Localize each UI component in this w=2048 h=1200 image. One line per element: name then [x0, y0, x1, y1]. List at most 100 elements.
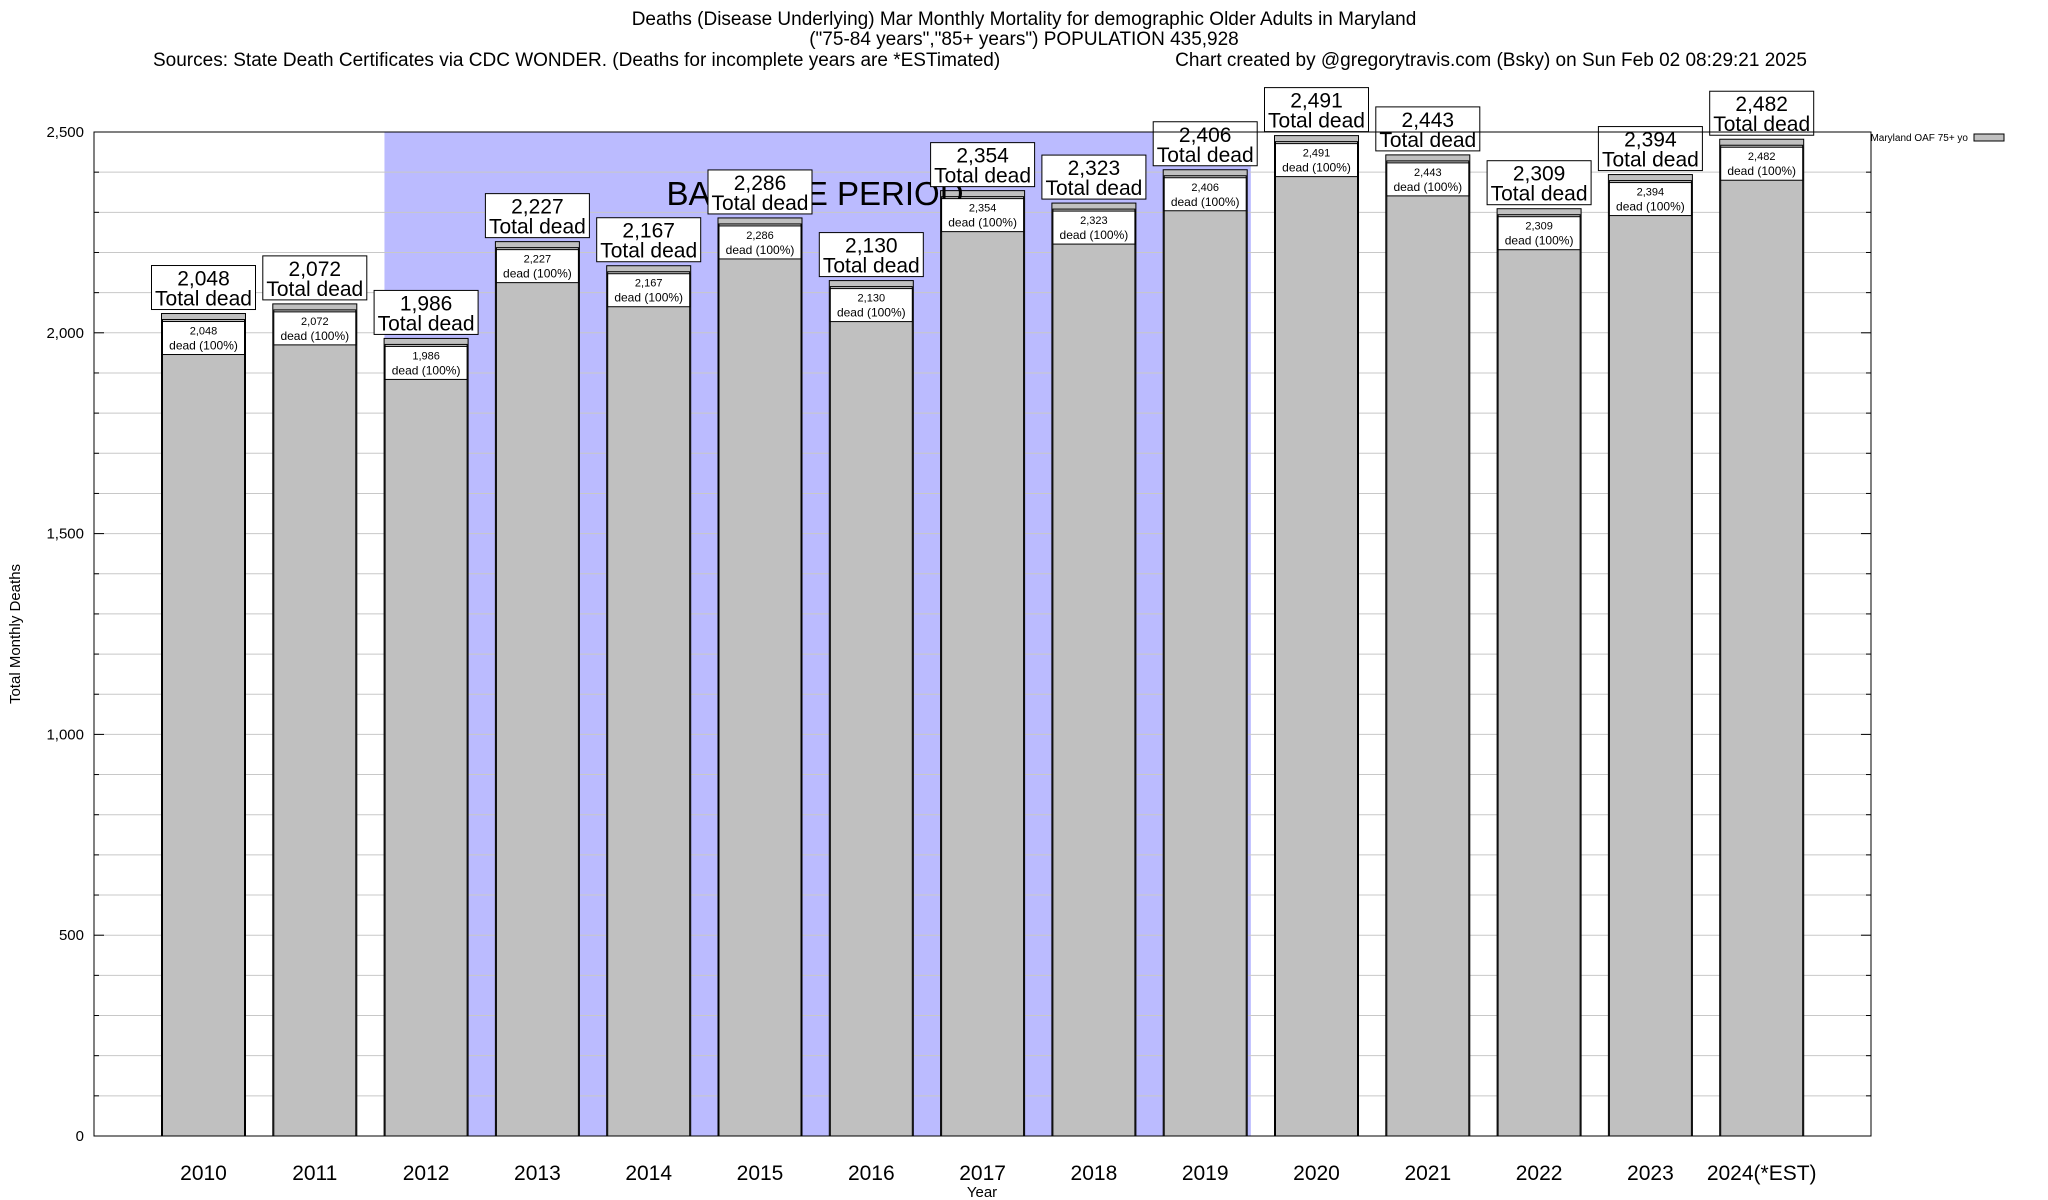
- segment-percent-label: dead (100%): [503, 267, 572, 281]
- total-dead-label: Total dead: [823, 255, 920, 278]
- total-label-box: [1152, 121, 1258, 167]
- x-tick-label: 2016: [848, 1162, 895, 1185]
- segment-label-box: [495, 249, 579, 284]
- total-dead-label: Total dead: [934, 165, 1031, 188]
- bar-segment: [718, 223, 802, 1137]
- x-tick-label: 2021: [1404, 1162, 1451, 1185]
- segment-label-box: [1052, 210, 1136, 245]
- total-dead-label: Total dead: [1713, 113, 1810, 136]
- legend: Maryland OAF 75+ yo: [1870, 133, 2005, 144]
- total-dead-label: Total dead: [1602, 149, 1699, 172]
- segment-value-label: 2,443: [1414, 167, 1442, 179]
- segment-value-label: 2,072: [301, 316, 329, 328]
- bar-segment: [495, 247, 579, 1137]
- segment-value-label: 2,394: [1637, 187, 1665, 199]
- y-tick-label: 0: [76, 1128, 84, 1145]
- bar-segment: [384, 343, 468, 1137]
- x-tick-label: 2019: [1182, 1162, 1229, 1185]
- segment-label-box: [1275, 143, 1358, 178]
- total-label-box: [1264, 87, 1369, 133]
- total-label-box: [1709, 90, 1815, 136]
- x-tick-label: 2014: [625, 1162, 672, 1185]
- total-label-box: [1041, 154, 1147, 200]
- bar-segment: [1386, 160, 1470, 1137]
- total-dead-label: Total dead: [1491, 183, 1588, 206]
- x-tick-label: 2018: [1071, 1162, 1118, 1185]
- x-axis-title: Year: [967, 1184, 997, 1200]
- total-dead-label: Total dead: [266, 278, 363, 301]
- x-tick-label: 2015: [737, 1162, 784, 1185]
- total-label-box: [373, 289, 479, 335]
- segment-value-label: 2,227: [524, 254, 552, 266]
- bar-segment: [1275, 141, 1358, 1137]
- bar-segment: [1163, 175, 1247, 1137]
- plot-frame: [93, 131, 1872, 1137]
- segment-label-box: [1163, 177, 1247, 212]
- segment-percent-label: dead (100%): [614, 291, 683, 305]
- total-value-label: 2,072: [289, 258, 342, 281]
- x-tick-label: 2013: [514, 1162, 561, 1185]
- total-value-label: 2,227: [511, 196, 564, 219]
- total-dead-label: Total dead: [1157, 144, 1254, 167]
- bar-segment: [941, 196, 1025, 1137]
- chart-sources: Sources: State Death Certificates via CD…: [153, 50, 1000, 71]
- legend-swatch: [1973, 133, 2005, 142]
- segment-label-box: [718, 225, 802, 260]
- segment-label-box: [829, 288, 913, 323]
- x-tick-label: 2012: [403, 1162, 450, 1185]
- bar-segment: [607, 271, 691, 1137]
- segment-percent-label: dead (100%): [1171, 195, 1240, 209]
- y-tick-label: 2,500: [46, 124, 84, 141]
- segment-percent-label: dead (100%): [392, 363, 461, 377]
- total-dead-label: Total dead: [1045, 177, 1142, 200]
- segment-percent-label: dead (100%): [1282, 161, 1351, 175]
- total-value-label: 2,286: [734, 172, 787, 195]
- segment-percent-label: dead (100%): [169, 339, 238, 353]
- segment-value-label: 2,309: [1525, 221, 1553, 233]
- segment-value-label: 2,130: [858, 293, 886, 305]
- segment-label-box: [1608, 182, 1692, 217]
- bar-layer: [161, 135, 1805, 1137]
- total-value-label: 2,309: [1513, 163, 1566, 186]
- total-dead-label: Total dead: [1379, 129, 1476, 152]
- segment-value-label: 2,491: [1303, 148, 1331, 160]
- segment-value-label: 1,986: [412, 350, 440, 362]
- y-tick-label: 500: [59, 927, 84, 944]
- segment-percent-label: dead (100%): [1393, 180, 1462, 194]
- total-value-label: 2,482: [1735, 93, 1788, 116]
- chart-title-line2: ("75-84 years","85+ years") POPULATION 4…: [809, 29, 1239, 50]
- segment-value-label: 2,323: [1080, 215, 1108, 227]
- total-dead-label: Total dead: [489, 216, 586, 239]
- legend-label: Maryland OAF 75+ yo: [1870, 133, 1968, 144]
- segment-value-label: 2,482: [1748, 151, 1776, 163]
- x-tick-label: 2020: [1293, 1162, 1340, 1185]
- total-label-box: [818, 232, 924, 278]
- chart-credit: Chart created by @gregorytravis.com (Bsk…: [1175, 50, 1807, 71]
- bar-segment: [1052, 208, 1136, 1137]
- total-dead-label: Total dead: [712, 192, 809, 215]
- segment-value-label: 2,048: [190, 326, 218, 338]
- x-tick-label: 2017: [959, 1162, 1006, 1185]
- total-dead-label: Total dead: [600, 240, 697, 263]
- segment-percent-label: dead (100%): [280, 329, 349, 343]
- bar-segment: [162, 319, 245, 1137]
- total-value-label: 2,323: [1068, 157, 1121, 180]
- total-label-box: [596, 217, 702, 263]
- x-tick-label: 2024(*EST): [1707, 1162, 1817, 1185]
- segment-label-box: [273, 311, 357, 346]
- total-value-label: 2,491: [1290, 90, 1343, 113]
- bar-segment: [829, 286, 913, 1137]
- segment-label-box: [1720, 146, 1804, 181]
- total-label-box: [707, 169, 813, 215]
- segment-percent-label: dead (100%): [1505, 234, 1574, 248]
- total-label-box: [484, 193, 590, 239]
- segment-label-box: [384, 345, 468, 380]
- segment-percent-label: dead (100%): [837, 306, 906, 320]
- x-tick-label: 2011: [292, 1162, 337, 1185]
- total-label-box: [1486, 160, 1592, 206]
- y-axis-title: Total Monthly Deaths: [7, 564, 24, 704]
- total-value-label: 1,986: [400, 292, 453, 315]
- total-label-box: [1375, 106, 1481, 152]
- chart-title-line1: Deaths (Disease Underlying) Mar Monthly …: [632, 9, 1417, 30]
